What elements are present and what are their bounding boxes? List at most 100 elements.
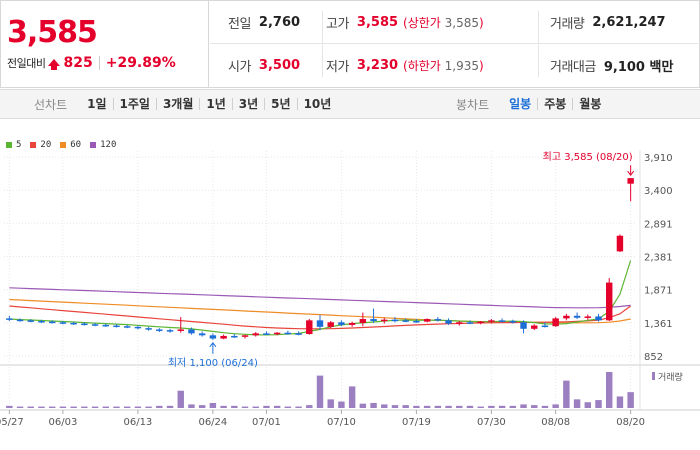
line-period-tab[interactable]: 5년 xyxy=(264,98,296,110)
volume-bar xyxy=(445,405,452,408)
chart-toolbar: 선차트 1일 1주일 3개월 1년 3년 5년 10년 봉차트 일봉 주봉 월봉 xyxy=(0,89,700,119)
price-limit-value: 1,935 xyxy=(444,59,480,73)
legend-swatch xyxy=(30,142,37,148)
volume-bar xyxy=(595,400,602,408)
stat-value: 3,585 xyxy=(356,15,399,30)
line-period-tab[interactable]: 3년 xyxy=(231,98,264,110)
candle xyxy=(402,320,409,322)
volume-bar xyxy=(145,406,152,408)
candle-chart-title: 봉차트 xyxy=(456,97,490,112)
candle xyxy=(348,322,356,325)
volume-bar xyxy=(616,396,624,408)
volume-bar xyxy=(627,392,634,408)
line-chart-title: 선차트 xyxy=(34,97,68,112)
candle-period-tab[interactable]: 일봉 xyxy=(509,97,532,111)
volume-bar xyxy=(241,406,249,408)
low-arrow-head-icon xyxy=(209,342,217,348)
volume-bar xyxy=(81,406,88,408)
line-period-tab[interactable]: 1년 xyxy=(199,98,231,110)
legend-label: 20 xyxy=(40,140,52,150)
legend-item: 5 xyxy=(6,140,21,150)
quote-panel: 3,585 전일대비 825 +29.89% 전일 2,760 고가 3,585 (상한… xyxy=(0,0,700,88)
price-limit-tail: ) xyxy=(479,16,484,30)
legend-item: 20 xyxy=(30,140,51,150)
candle xyxy=(391,319,399,322)
x-tick-label: 06/13 xyxy=(123,417,152,428)
candle xyxy=(91,324,99,326)
volume-bar xyxy=(27,406,34,408)
volume-bar xyxy=(413,405,420,408)
candle xyxy=(166,330,174,332)
line-period-tab[interactable]: 3개월 xyxy=(155,98,199,110)
volume-bar xyxy=(263,405,270,408)
volume-bar xyxy=(38,406,45,408)
line-period-tab[interactable]: 1주일 xyxy=(112,98,156,110)
legend-label: 120 xyxy=(100,140,117,150)
volume-bar xyxy=(123,406,131,408)
volume-bar xyxy=(166,405,174,408)
volume-bar xyxy=(91,406,99,408)
change-label: 전일대비 xyxy=(7,57,46,70)
ma120-line xyxy=(9,287,631,309)
price-limit-label: (상한가 xyxy=(403,16,445,30)
change-row: 전일대비 825 +29.89% xyxy=(7,55,176,71)
stat-label: 저가 xyxy=(326,60,349,75)
volume-bar xyxy=(381,404,388,408)
arrow-up-icon xyxy=(48,58,61,70)
volume-bar xyxy=(477,406,484,408)
candle xyxy=(423,319,431,322)
volume-bar xyxy=(606,372,613,408)
candle xyxy=(48,321,56,324)
candle xyxy=(134,326,142,329)
candle xyxy=(241,335,249,337)
candle xyxy=(616,235,624,252)
candle xyxy=(16,319,24,322)
volume-bar xyxy=(348,386,356,408)
legend-item: 60 xyxy=(60,140,81,150)
candle-period-tab[interactable]: 주봉 xyxy=(537,98,572,110)
stat-label: 시가 xyxy=(228,60,251,75)
volume-bar xyxy=(531,405,538,408)
change-percent: +29.89% xyxy=(105,55,176,71)
stat-value: 9,100 백만 xyxy=(603,60,674,75)
volume-bar xyxy=(391,405,399,408)
candle xyxy=(359,319,367,323)
volume-bar xyxy=(70,406,77,408)
quote-stats: 전일 2,760 고가 3,585 (상한가 3,585) 거래량 2,621,247 시가 3… xyxy=(210,1,700,87)
volume-bar xyxy=(466,405,474,408)
volume-bar xyxy=(584,402,592,408)
candle xyxy=(413,320,420,323)
volume-bar xyxy=(338,401,345,408)
volume-bar xyxy=(295,406,302,408)
volume-bar xyxy=(252,406,259,408)
volume-bar xyxy=(456,405,463,408)
legend-item: 120 xyxy=(90,140,116,150)
divider xyxy=(322,11,323,77)
volume-bar xyxy=(6,405,13,408)
volume-bar xyxy=(48,406,56,408)
candle xyxy=(231,335,238,338)
candle xyxy=(498,320,506,322)
candle xyxy=(552,318,559,327)
price-limit-label: (하한가 xyxy=(403,59,445,73)
candle xyxy=(156,329,163,331)
candle xyxy=(27,320,34,322)
line-period-tab[interactable]: 10년 xyxy=(296,98,338,110)
candle xyxy=(145,328,152,330)
volume-bar xyxy=(177,390,184,408)
stat-cell: 시가 3,500 xyxy=(228,44,300,87)
volume-bar xyxy=(563,380,570,408)
x-tick-label: 08/20 xyxy=(616,417,645,428)
x-tick-label: 07/30 xyxy=(477,417,506,428)
candle xyxy=(252,333,259,336)
volume-bar xyxy=(102,406,109,408)
stat-cell: 거래대금 9,100 백만 xyxy=(550,44,673,87)
volume-bar xyxy=(423,405,431,408)
line-period-tab[interactable]: 1일 xyxy=(87,97,107,111)
candle xyxy=(573,315,581,318)
candle xyxy=(177,329,184,331)
y-tick-label: 3,910 xyxy=(644,153,673,164)
candle xyxy=(123,326,131,328)
candle-period-tab[interactable]: 월봉 xyxy=(572,98,607,110)
